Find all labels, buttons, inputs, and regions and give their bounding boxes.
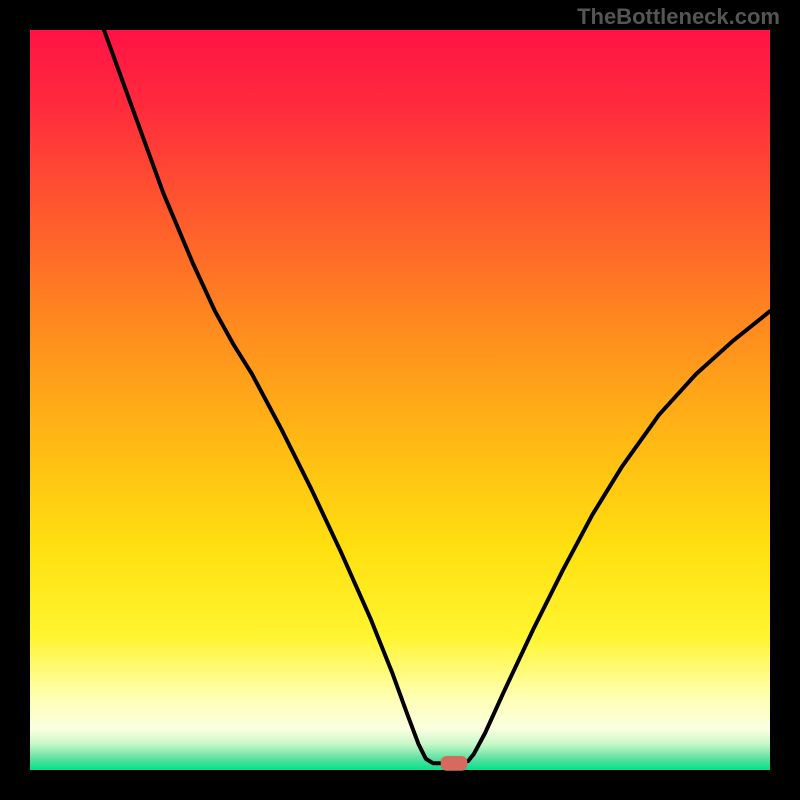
optimal-point-marker xyxy=(441,756,468,771)
bottleneck-curve-chart xyxy=(0,0,800,800)
source-link[interactable]: TheBottleneck.com xyxy=(577,4,780,30)
plot-background xyxy=(30,30,770,770)
